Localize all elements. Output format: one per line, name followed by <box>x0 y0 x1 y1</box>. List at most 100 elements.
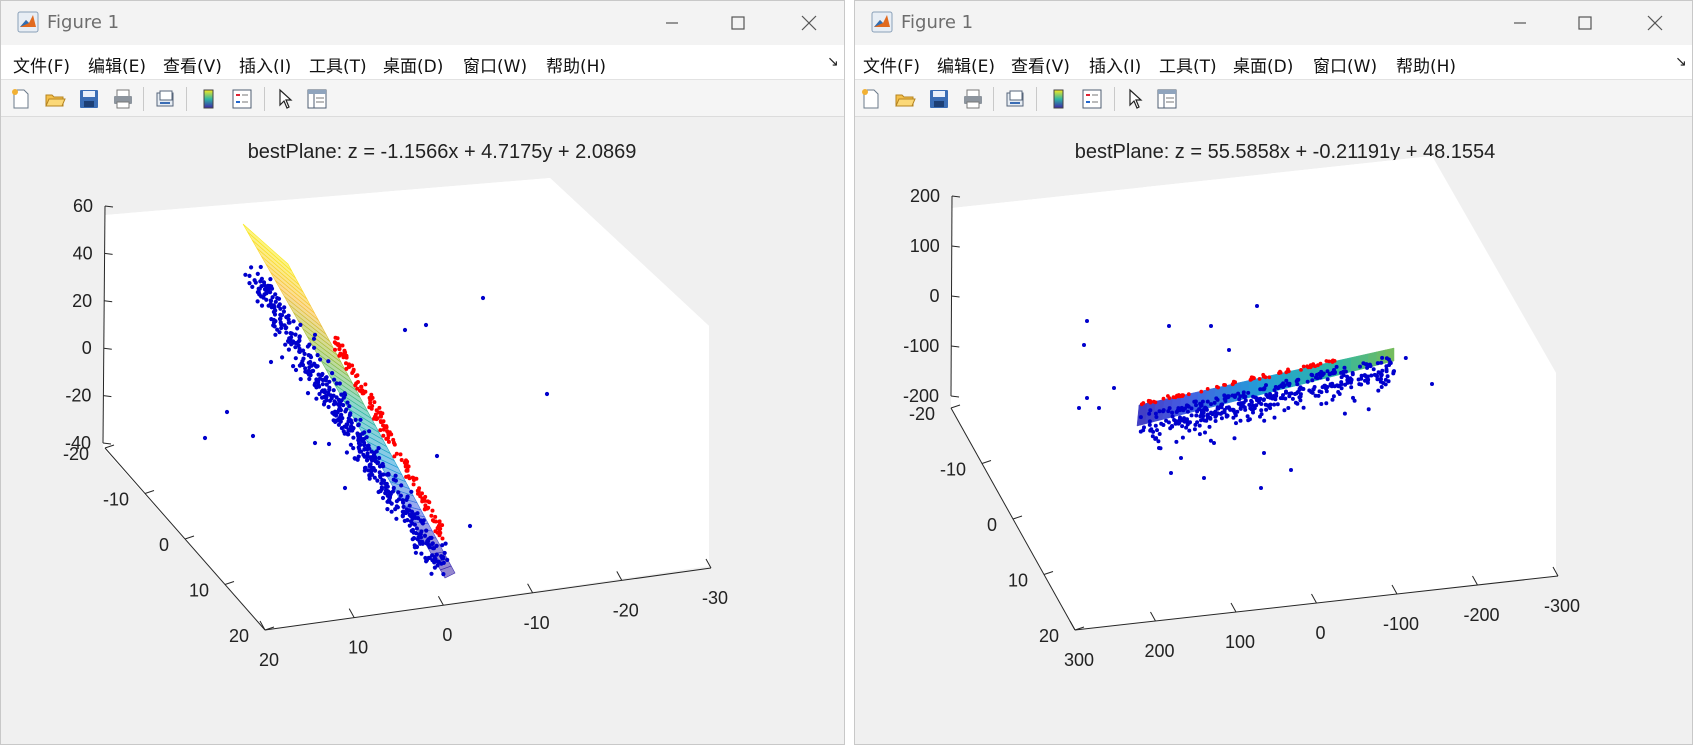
data-point <box>1167 406 1172 411</box>
menu-insert[interactable]: 插入(I) <box>239 57 292 77</box>
open-file-icon <box>895 94 916 107</box>
data-point <box>404 497 409 502</box>
link-plot-button[interactable] <box>1001 85 1029 113</box>
menu-insert[interactable]: 插入(I) <box>1089 57 1142 77</box>
data-point <box>388 490 393 495</box>
menu-tools[interactable]: 工具(T) <box>309 57 367 77</box>
data-point <box>1270 396 1275 401</box>
save-icon <box>930 90 948 108</box>
menu-view[interactable]: 查看(V) <box>1011 57 1070 77</box>
save-button[interactable] <box>925 85 953 113</box>
menu-view[interactable]: 查看(V) <box>163 57 222 77</box>
menu-tools[interactable]: 工具(T) <box>1159 57 1217 77</box>
plot-3d[interactable]: bestPlane: z = -1.1566x + 4.7175y + 2.08… <box>5 118 842 745</box>
data-point <box>1185 403 1190 408</box>
data-point <box>312 440 318 446</box>
menu-file[interactable]: 文件(F) <box>13 57 71 77</box>
data-point <box>1281 393 1285 398</box>
data-point <box>273 332 278 337</box>
print-button[interactable] <box>959 85 987 113</box>
menu-file[interactable]: 文件(F) <box>863 57 921 77</box>
data-point <box>408 519 414 524</box>
data-point <box>1361 361 1366 366</box>
x-tick-mark <box>1069 620 1076 631</box>
maximize-button[interactable] <box>1562 7 1608 39</box>
data-point <box>363 454 368 459</box>
data-point <box>1139 402 1144 407</box>
new-figure-button[interactable] <box>857 85 885 113</box>
edit-plot-button[interactable] <box>1121 85 1149 113</box>
menu-window[interactable]: 窗口(W) <box>463 57 528 77</box>
data-point <box>301 348 306 353</box>
data-point <box>1284 389 1288 394</box>
data-point <box>276 296 282 301</box>
insert-legend-button[interactable] <box>1078 85 1106 113</box>
data-point <box>357 441 362 447</box>
figure-window-left[interactable]: Figure 1 文件(F) 编辑(E) 查看(V) 插入(I) 工具(T) 桌… <box>0 0 845 745</box>
menu-bar: 文件(F) 编辑(E) 查看(V) 插入(I) 工具(T) 桌面(D) 窗口(W… <box>855 45 1692 79</box>
data-point <box>354 374 358 379</box>
insert-legend-button[interactable] <box>228 85 256 113</box>
plot-3d[interactable]: bestPlane: z = 55.5858x + -0.21191y + 48… <box>859 118 1690 745</box>
menu-help[interactable]: 帮助(H) <box>1396 57 1457 77</box>
x-tick-mark <box>348 608 355 618</box>
plane-points-red <box>1139 358 1337 407</box>
data-point <box>312 345 317 350</box>
close-button[interactable] <box>786 7 832 39</box>
property-inspector-button[interactable] <box>303 85 331 113</box>
menu-window[interactable]: 窗口(W) <box>1313 57 1378 77</box>
title-bar[interactable]: Figure 1 <box>855 1 1692 45</box>
close-button[interactable] <box>1632 7 1678 39</box>
data-point <box>273 308 278 313</box>
data-point <box>1348 380 1353 385</box>
link-plot-button[interactable] <box>151 85 179 113</box>
data-point <box>1209 324 1213 328</box>
data-point <box>361 391 366 396</box>
insert-colorbar-button[interactable] <box>194 85 222 113</box>
menu-bar: 文件(F) 编辑(E) 查看(V) 插入(I) 工具(T) 桌面(D) 窗口(W… <box>1 45 844 79</box>
data-point <box>1307 388 1312 393</box>
figure-canvas[interactable]: bestPlane: z = 55.5858x + -0.21191y + 48… <box>859 118 1688 744</box>
data-point <box>1247 417 1252 422</box>
data-point <box>298 322 303 327</box>
data-point <box>255 299 260 304</box>
x-tick-mark <box>1552 566 1559 577</box>
data-point <box>1138 415 1143 420</box>
open-file-button[interactable] <box>41 85 69 113</box>
data-point <box>1251 410 1255 415</box>
insert-colorbar-button[interactable] <box>1044 85 1072 113</box>
dock-figure-icon[interactable]: ↘ <box>827 53 839 69</box>
open-file-button[interactable] <box>891 85 919 113</box>
data-point <box>391 477 396 482</box>
data-point <box>1339 370 1344 375</box>
data-point <box>401 504 406 509</box>
data-point <box>1358 364 1362 369</box>
z-tick-mark <box>104 300 113 303</box>
menu-edit[interactable]: 编辑(E) <box>88 57 147 77</box>
maximize-button[interactable] <box>715 7 761 39</box>
new-figure-button[interactable] <box>7 85 35 113</box>
data-point <box>1386 379 1391 384</box>
data-point <box>1375 374 1379 379</box>
data-point <box>321 395 326 400</box>
property-inspector-button[interactable] <box>1153 85 1181 113</box>
menu-desktop[interactable]: 桌面(D) <box>383 57 444 77</box>
data-point <box>1324 359 1329 363</box>
figure-canvas[interactable]: bestPlane: z = -1.1566x + 4.7175y + 2.08… <box>5 118 840 744</box>
figure-window-right[interactable]: Figure 1 文件(F) 编辑(E) 查看(V) 插入(I) 工具(T) 桌… <box>854 0 1693 745</box>
data-point <box>1259 412 1264 417</box>
save-button[interactable] <box>75 85 103 113</box>
print-button[interactable] <box>109 85 137 113</box>
title-bar[interactable]: Figure 1 <box>1 1 844 45</box>
data-point <box>326 404 331 410</box>
data-point <box>409 509 415 514</box>
minimize-button[interactable] <box>649 7 695 39</box>
menu-desktop[interactable]: 桌面(D) <box>1233 57 1294 77</box>
dock-figure-icon[interactable]: ↘ <box>1675 53 1687 69</box>
data-point <box>1257 399 1262 404</box>
minimize-button[interactable] <box>1497 7 1543 39</box>
edit-plot-button[interactable] <box>271 85 299 113</box>
menu-edit[interactable]: 编辑(E) <box>937 57 996 77</box>
plane-points-red <box>332 335 445 541</box>
menu-help[interactable]: 帮助(H) <box>546 57 607 77</box>
